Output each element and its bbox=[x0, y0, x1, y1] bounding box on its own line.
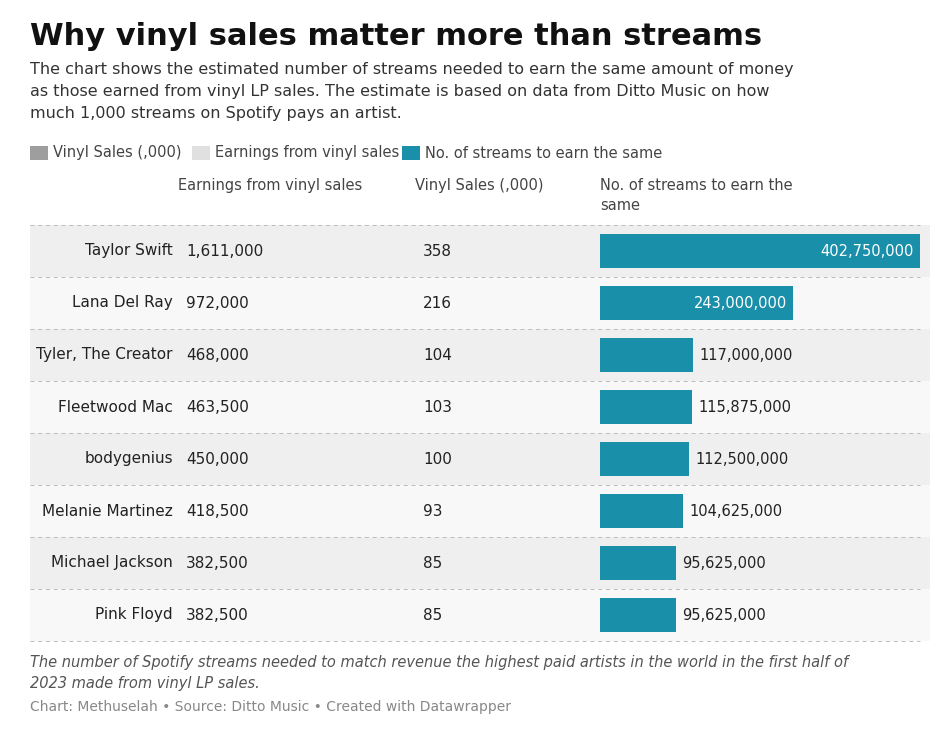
Bar bbox=[600, 287, 793, 319]
Text: 117,000,000: 117,000,000 bbox=[699, 347, 792, 363]
Bar bbox=[600, 546, 676, 580]
Text: 85: 85 bbox=[423, 607, 442, 623]
Text: The number of Spotify streams needed to match revenue the highest paid artists i: The number of Spotify streams needed to … bbox=[30, 655, 848, 691]
Text: Pink Floyd: Pink Floyd bbox=[95, 607, 173, 623]
Bar bbox=[30, 146, 48, 160]
Text: Vinyl Sales (,000): Vinyl Sales (,000) bbox=[415, 178, 543, 193]
Bar bbox=[30, 485, 930, 537]
Bar bbox=[402, 146, 420, 160]
Bar bbox=[600, 235, 920, 268]
Text: Tyler, The Creator: Tyler, The Creator bbox=[37, 347, 173, 363]
Text: 382,500: 382,500 bbox=[186, 607, 249, 623]
Text: Taylor Swift: Taylor Swift bbox=[86, 243, 173, 259]
Bar bbox=[600, 338, 693, 371]
Text: Lana Del Ray: Lana Del Ray bbox=[72, 295, 173, 311]
Text: Michael Jackson: Michael Jackson bbox=[52, 556, 173, 570]
Text: 216: 216 bbox=[423, 295, 452, 311]
Text: Vinyl Sales (,000): Vinyl Sales (,000) bbox=[53, 145, 181, 161]
Bar bbox=[600, 390, 692, 424]
Text: 104: 104 bbox=[423, 347, 452, 363]
Text: Earnings from vinyl sales: Earnings from vinyl sales bbox=[178, 178, 362, 193]
Text: bodygenius: bodygenius bbox=[85, 452, 173, 466]
Text: 95,625,000: 95,625,000 bbox=[682, 607, 766, 623]
Text: 418,500: 418,500 bbox=[186, 504, 248, 518]
Text: No. of streams to earn the
same: No. of streams to earn the same bbox=[600, 178, 792, 213]
Text: 112,500,000: 112,500,000 bbox=[696, 452, 789, 466]
Text: 463,500: 463,500 bbox=[186, 400, 249, 414]
Bar bbox=[30, 277, 930, 329]
Bar bbox=[30, 537, 930, 589]
Bar bbox=[600, 599, 676, 632]
Text: No. of streams to earn the same: No. of streams to earn the same bbox=[426, 145, 663, 161]
Text: 93: 93 bbox=[423, 504, 443, 518]
Text: The chart shows the estimated number of streams needed to earn the same amount o: The chart shows the estimated number of … bbox=[30, 62, 793, 121]
Bar bbox=[30, 329, 930, 381]
Text: 358: 358 bbox=[423, 243, 452, 259]
Text: 100: 100 bbox=[423, 452, 452, 466]
Text: 468,000: 468,000 bbox=[186, 347, 249, 363]
Bar bbox=[600, 494, 683, 528]
Text: 972,000: 972,000 bbox=[186, 295, 249, 311]
Text: 1,611,000: 1,611,000 bbox=[186, 243, 263, 259]
Text: 95,625,000: 95,625,000 bbox=[682, 556, 766, 570]
Text: 382,500: 382,500 bbox=[186, 556, 249, 570]
Text: 103: 103 bbox=[423, 400, 452, 414]
Text: 450,000: 450,000 bbox=[186, 452, 248, 466]
Text: Why vinyl sales matter more than streams: Why vinyl sales matter more than streams bbox=[30, 22, 762, 51]
Text: Fleetwood Mac: Fleetwood Mac bbox=[58, 400, 173, 414]
Text: Melanie Martinez: Melanie Martinez bbox=[42, 504, 173, 518]
Bar bbox=[30, 433, 930, 485]
Bar bbox=[30, 589, 930, 641]
Text: Earnings from vinyl sales: Earnings from vinyl sales bbox=[215, 145, 400, 161]
Bar bbox=[600, 442, 689, 476]
Text: 85: 85 bbox=[423, 556, 442, 570]
Text: 402,750,000: 402,750,000 bbox=[821, 243, 914, 259]
Bar bbox=[30, 381, 930, 433]
Text: 243,000,000: 243,000,000 bbox=[694, 295, 787, 311]
Text: 104,625,000: 104,625,000 bbox=[689, 504, 782, 518]
Text: 115,875,000: 115,875,000 bbox=[698, 400, 791, 414]
Text: Chart: Methuselah • Source: Ditto Music • Created with Datawrapper: Chart: Methuselah • Source: Ditto Music … bbox=[30, 700, 511, 714]
Bar bbox=[193, 146, 211, 160]
Bar bbox=[30, 225, 930, 277]
